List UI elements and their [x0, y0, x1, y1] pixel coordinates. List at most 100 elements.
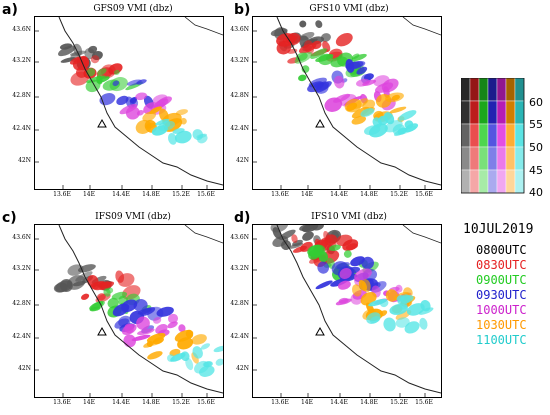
- vmi-cell: [89, 306, 101, 312]
- colorbar-cell: [461, 100, 471, 125]
- vmi-cell: [177, 337, 194, 350]
- vmi-cell: [375, 82, 394, 93]
- longitude-label: 13.6E: [53, 191, 71, 198]
- vmi-cell: [203, 361, 213, 368]
- vmi-cell: [136, 79, 147, 85]
- vmi-cell: [312, 225, 324, 231]
- latitude-label: 42.4N: [230, 125, 249, 132]
- colorbar-cell: [461, 169, 471, 194]
- colorbar-cell: [514, 78, 525, 102]
- colorbar-label: 45: [529, 164, 543, 177]
- colorbar-cell: [514, 146, 525, 171]
- latitude-label: 43.6N: [12, 26, 31, 33]
- vmi-map: [252, 16, 442, 190]
- vmi-cell: [131, 334, 151, 342]
- vmi-cell: [106, 287, 114, 294]
- longitude-label: 14E: [82, 399, 95, 406]
- vmi-cell: [379, 298, 389, 308]
- latitude-label: 43.6N: [230, 234, 249, 241]
- latitude-label: 43.6N: [230, 26, 249, 33]
- longitude-label: 15.2E: [390, 399, 408, 406]
- vmi-cell: [180, 117, 187, 125]
- vmi-cell: [335, 32, 353, 47]
- panel-title: GFS10 VMI (dbz): [309, 4, 389, 14]
- colorbar: [461, 78, 525, 194]
- vmi-cell: [362, 99, 376, 111]
- radar-site-marker: [97, 118, 107, 128]
- coastline: [58, 17, 223, 186]
- colorbar-cell: [487, 100, 498, 125]
- vmi-cell: [170, 352, 186, 362]
- longitude-label: 14.8E: [360, 191, 378, 198]
- coastline: [276, 225, 441, 394]
- longitude-label: 14E: [300, 399, 313, 406]
- map-drawing: [35, 225, 223, 397]
- vmi-cell: [351, 284, 362, 297]
- coastline: [276, 17, 441, 186]
- panel-letter: b): [234, 2, 251, 18]
- vmi-cell: [361, 279, 371, 293]
- vmi-cell: [278, 229, 296, 241]
- latitude-label: 43.2N: [12, 265, 31, 272]
- vmi-cell: [81, 293, 90, 300]
- legend-item: 1000UTC: [476, 303, 527, 317]
- vmi-cell: [330, 278, 349, 287]
- colorbar-cell: [496, 146, 507, 171]
- panel-letter: d): [234, 210, 251, 226]
- latitude-label: 42.8N: [230, 300, 249, 307]
- coastline: [58, 225, 223, 394]
- vmi-cell: [58, 45, 76, 57]
- vmi-cell: [126, 79, 142, 86]
- colorbar-cell: [514, 123, 525, 148]
- longitude-label: 14.4E: [330, 191, 348, 198]
- colorbar-cell: [461, 78, 471, 102]
- vmi-cell: [146, 332, 166, 343]
- longitude-label: 15.6E: [197, 191, 215, 198]
- vmi-cell: [112, 303, 130, 317]
- vmi-map: [34, 224, 224, 398]
- vmi-cell: [330, 56, 348, 68]
- latitude-label: 42.8N: [12, 92, 31, 99]
- colorbar-cell: [496, 78, 507, 102]
- vmi-cell: [174, 130, 192, 144]
- vmi-cell: [361, 256, 374, 270]
- vmi-cell: [119, 103, 138, 115]
- colorbar-cell: [505, 100, 516, 125]
- colorbar-cell: [514, 169, 525, 194]
- radar-site-marker: [97, 326, 107, 336]
- legend-item: 0930UTC: [476, 288, 527, 302]
- vmi-cell: [167, 321, 178, 329]
- colorbar-cell: [496, 123, 507, 148]
- vmi-cell: [389, 106, 407, 114]
- colorbar-cell: [461, 123, 471, 148]
- colorbar-label: 60: [529, 96, 543, 109]
- vmi-cell: [200, 343, 211, 350]
- vmi-cell: [112, 80, 120, 87]
- vmi-cell: [67, 264, 84, 276]
- longitude-label: 13.6E: [271, 399, 289, 406]
- vmi-cell: [298, 32, 315, 41]
- vmi-cell: [97, 68, 107, 76]
- panel-letter: a): [2, 2, 18, 18]
- longitude-label: 14.8E: [360, 399, 378, 406]
- vmi-cell: [215, 358, 223, 366]
- vmi-cell: [109, 77, 128, 92]
- vmi-cell: [149, 106, 162, 114]
- vmi-cell: [350, 256, 365, 267]
- colorbar-cell: [469, 100, 480, 125]
- panel-title: IFS10 VMI (dbz): [311, 212, 387, 222]
- vmi-cell: [351, 116, 367, 125]
- vmi-cell: [158, 120, 175, 132]
- vmi-cell: [148, 340, 163, 346]
- colorbar-cell: [514, 100, 525, 125]
- vmi-cell: [192, 129, 204, 141]
- vmi-cell: [192, 346, 203, 359]
- vmi-cell: [333, 75, 345, 89]
- colorbar-label: 40: [529, 186, 543, 199]
- vmi-cell: [346, 60, 366, 70]
- vmi-cell: [375, 94, 392, 108]
- colorbar-cell: [461, 146, 471, 171]
- border-line: [184, 17, 223, 36]
- legend-item: 0800UTC: [476, 243, 527, 257]
- vmi-cell: [129, 96, 138, 103]
